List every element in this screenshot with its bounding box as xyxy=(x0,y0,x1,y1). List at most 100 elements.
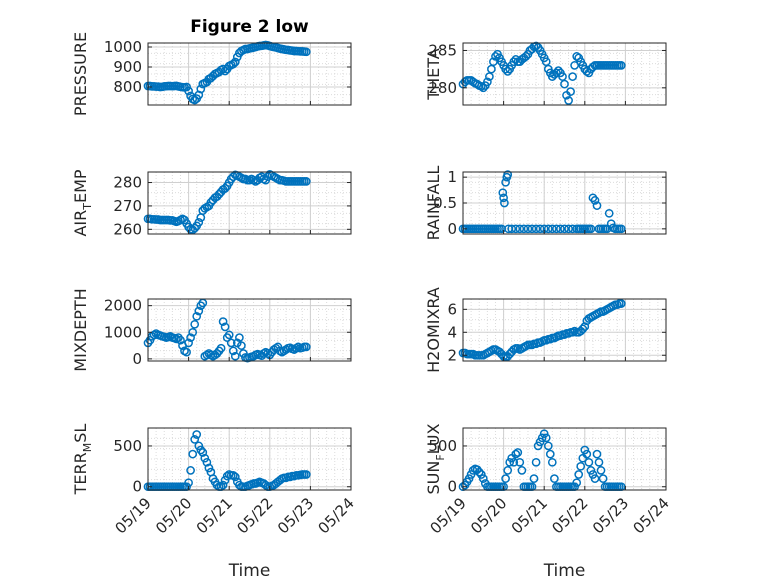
y-axis-label: PRESSURE xyxy=(71,32,90,116)
data-point xyxy=(509,457,519,467)
data-point xyxy=(194,306,204,316)
data-point xyxy=(228,59,238,69)
y-tick-label: 0 xyxy=(447,220,457,238)
data-point xyxy=(184,338,193,348)
y-axis-label: THETA xyxy=(424,48,443,100)
y-tick-label: 270 xyxy=(113,197,142,215)
data-point xyxy=(503,466,513,475)
data-point xyxy=(476,470,486,479)
data-point xyxy=(501,474,510,483)
chart-title: Figure 2 low xyxy=(190,17,309,37)
data-point xyxy=(176,335,185,345)
x-tick-label: 05/20 xyxy=(467,494,510,537)
x-tick-label: 05/23 xyxy=(589,494,632,537)
y-tick-label: 285 xyxy=(428,41,457,59)
data-point xyxy=(568,72,577,81)
data-point xyxy=(517,466,527,475)
data-point xyxy=(564,96,573,105)
data-point xyxy=(509,57,519,67)
data-point xyxy=(485,72,494,81)
data-point xyxy=(535,437,545,447)
y-axis-label: H2OMIXRA xyxy=(424,287,443,373)
y-axis-label: RAINFALL xyxy=(424,166,443,241)
y-tick-label: 900 xyxy=(113,58,142,76)
data-point xyxy=(580,322,590,331)
data-point xyxy=(503,67,513,76)
data-point xyxy=(594,457,604,467)
x-tick-label: 05/21 xyxy=(193,494,236,537)
data-point xyxy=(194,441,204,451)
data-point xyxy=(552,224,561,234)
data-point xyxy=(192,430,202,439)
data-point xyxy=(541,433,551,443)
data-point xyxy=(222,471,232,481)
x-axis-label: Time xyxy=(228,561,271,581)
data-point xyxy=(200,453,210,463)
data-point xyxy=(586,224,596,234)
x-tick-label: 05/23 xyxy=(274,494,317,537)
data-point xyxy=(519,224,529,234)
data-point xyxy=(515,457,525,467)
data-point xyxy=(202,457,212,467)
data-point xyxy=(491,52,500,61)
y-tick-label: 4 xyxy=(447,323,457,341)
data-point xyxy=(537,433,547,443)
data-series xyxy=(458,170,626,234)
x-tick-label: 05/20 xyxy=(152,494,195,537)
data-point xyxy=(476,81,486,91)
data-point xyxy=(505,457,515,467)
data-point xyxy=(261,480,271,490)
data-point xyxy=(192,311,202,321)
data-point xyxy=(478,83,488,93)
data-point xyxy=(582,449,592,459)
data-point xyxy=(523,224,533,234)
data-series xyxy=(143,298,311,363)
y-tick-label: 0 xyxy=(132,350,142,368)
data-point xyxy=(301,177,311,186)
data-point xyxy=(186,466,195,475)
data-point xyxy=(237,341,246,350)
data-point xyxy=(606,219,616,229)
axes-box xyxy=(147,171,352,235)
data-point xyxy=(552,68,561,78)
data-point xyxy=(616,61,626,70)
data-point xyxy=(220,184,230,193)
data-point xyxy=(224,330,234,340)
data-point xyxy=(554,66,563,75)
data-point xyxy=(560,224,569,234)
data-series xyxy=(143,430,311,492)
data-point xyxy=(301,342,311,352)
y-tick-label: 0 xyxy=(132,478,142,496)
data-point xyxy=(182,347,191,357)
y-tick-label: 0 xyxy=(447,478,457,496)
data-point xyxy=(616,224,626,234)
subplot-5: 0 1000 2000 MIXDEPTH xyxy=(71,288,352,372)
data-point xyxy=(598,474,608,483)
data-point xyxy=(190,435,200,444)
y-tick-label: 280 xyxy=(113,174,142,192)
data-point xyxy=(220,475,230,485)
data-point xyxy=(539,429,549,439)
data-point xyxy=(564,224,573,234)
x-axis-label: Time xyxy=(543,561,586,581)
data-point xyxy=(216,343,226,353)
data-point xyxy=(228,346,238,356)
data-point xyxy=(511,449,521,459)
data-point xyxy=(543,441,553,451)
data-point xyxy=(228,470,238,480)
y-axis-label: TERRMSL xyxy=(71,424,94,496)
data-point xyxy=(507,224,517,234)
data-point xyxy=(527,224,537,234)
x-tick-label: 05/19 xyxy=(112,494,155,537)
data-point xyxy=(566,87,575,96)
y-tick-label: 800 xyxy=(113,78,142,96)
data-point xyxy=(521,52,531,61)
y-axis-label: MIXDEPTH xyxy=(71,288,90,371)
data-point xyxy=(188,449,198,459)
axes-box xyxy=(462,298,667,362)
data-point xyxy=(235,480,244,490)
data-point xyxy=(235,333,244,342)
